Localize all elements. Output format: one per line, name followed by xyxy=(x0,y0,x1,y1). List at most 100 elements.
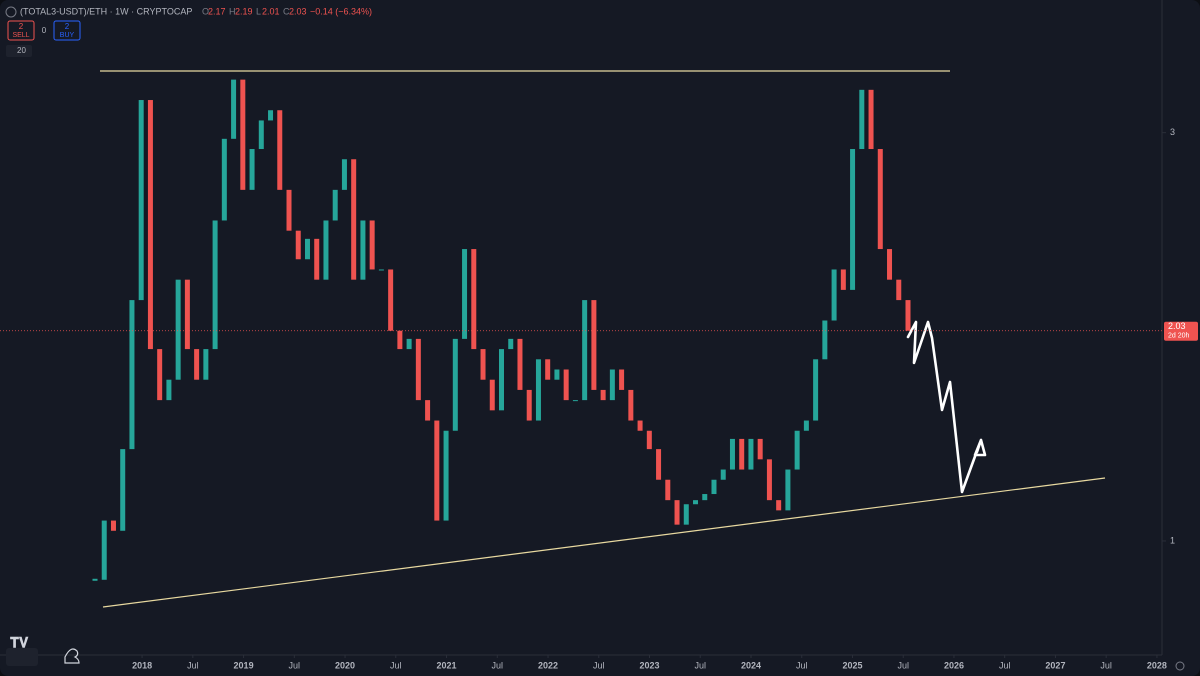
price-tag-value: 2.03 xyxy=(1168,321,1186,331)
x-tick-label: Jul xyxy=(390,660,402,670)
x-tick-label: Jul xyxy=(796,660,808,670)
candle xyxy=(258,120,264,150)
x-tick-label: 2020 xyxy=(335,660,355,670)
candle xyxy=(600,389,606,401)
buy-button[interactable] xyxy=(53,20,81,41)
ohlc-label: C xyxy=(283,6,290,16)
candle xyxy=(693,500,699,505)
candle xyxy=(462,249,468,339)
settings-icon[interactable] xyxy=(1175,661,1185,671)
indicator-box[interactable] xyxy=(6,45,32,57)
candle xyxy=(554,369,560,380)
candle xyxy=(231,79,237,139)
x-tick-label: 2025 xyxy=(842,660,862,670)
candle xyxy=(628,389,634,421)
candle xyxy=(212,220,218,350)
candle xyxy=(388,269,394,331)
candle xyxy=(425,400,431,421)
candle xyxy=(729,438,735,470)
x-tick-label: 2028 xyxy=(1147,660,1167,670)
candle xyxy=(369,220,375,270)
candle xyxy=(443,430,449,521)
candle xyxy=(794,430,800,470)
candle xyxy=(508,338,514,350)
candle xyxy=(138,100,144,301)
candle xyxy=(314,238,320,280)
candle xyxy=(480,349,486,380)
candle xyxy=(415,338,421,401)
candle xyxy=(545,359,551,380)
candle xyxy=(489,379,495,411)
candle xyxy=(341,159,347,190)
toolbar-button[interactable] xyxy=(6,648,38,666)
x-tick-label: 2021 xyxy=(437,660,457,670)
candle xyxy=(304,238,310,260)
candle xyxy=(110,520,116,531)
candle xyxy=(582,300,588,401)
candle xyxy=(748,438,754,470)
candle xyxy=(268,110,274,121)
x-tick-label: Jul xyxy=(187,660,199,670)
candle xyxy=(896,279,902,301)
candle xyxy=(850,149,856,290)
sell-button[interactable] xyxy=(7,20,35,41)
candle xyxy=(166,379,172,401)
candle xyxy=(803,420,809,431)
x-tick-label: Jul xyxy=(593,660,605,670)
ohlc-value: 2.19 xyxy=(235,6,253,16)
candle xyxy=(221,138,227,221)
candle xyxy=(887,249,893,280)
price-tag xyxy=(1164,321,1198,341)
spread: 0 xyxy=(42,26,47,35)
x-tick-label: 2018 xyxy=(132,660,152,670)
x-tick-label: Jul xyxy=(289,660,301,670)
x-tick-label: Jul xyxy=(999,660,1011,670)
logo: 𝐓𝐕 xyxy=(10,635,29,651)
candle xyxy=(665,479,671,501)
candle xyxy=(526,389,532,421)
candle xyxy=(646,430,652,450)
y-tick-label: 3 xyxy=(1170,127,1175,137)
x-tick-label: Jul xyxy=(1100,660,1112,670)
x-tick-label: 2024 xyxy=(741,660,761,670)
candle xyxy=(563,369,569,401)
candle xyxy=(351,159,357,280)
candle xyxy=(332,189,338,221)
candle xyxy=(840,269,846,290)
x-tick-label: 2022 xyxy=(538,660,558,670)
candle xyxy=(378,269,384,271)
candle xyxy=(711,479,717,495)
candle xyxy=(249,149,255,190)
candle xyxy=(637,420,643,431)
y-tick-label: 1 xyxy=(1170,535,1175,545)
candle xyxy=(656,449,662,480)
candle xyxy=(591,300,597,390)
candle xyxy=(295,230,301,260)
candle xyxy=(831,269,837,321)
candle xyxy=(739,438,745,470)
candle xyxy=(683,504,689,525)
ohlc-label: H xyxy=(229,6,236,16)
support-line xyxy=(102,477,1106,608)
candle xyxy=(859,89,865,150)
candle xyxy=(286,189,292,231)
candle xyxy=(120,449,126,531)
candle xyxy=(471,249,477,350)
candle xyxy=(757,438,763,460)
x-tick-label: Jul xyxy=(492,660,504,670)
candle xyxy=(609,369,615,401)
candle xyxy=(194,349,200,380)
x-tick-label: 2019 xyxy=(234,660,254,670)
candle xyxy=(157,349,163,401)
candle xyxy=(277,110,283,190)
ohlc-value: 2.03 xyxy=(289,6,307,16)
candle xyxy=(434,420,440,521)
candle xyxy=(184,279,190,350)
indicator-value: 20 xyxy=(17,46,26,55)
candle xyxy=(813,359,819,421)
x-tick-label: Jul xyxy=(897,660,909,670)
candle xyxy=(175,279,181,380)
